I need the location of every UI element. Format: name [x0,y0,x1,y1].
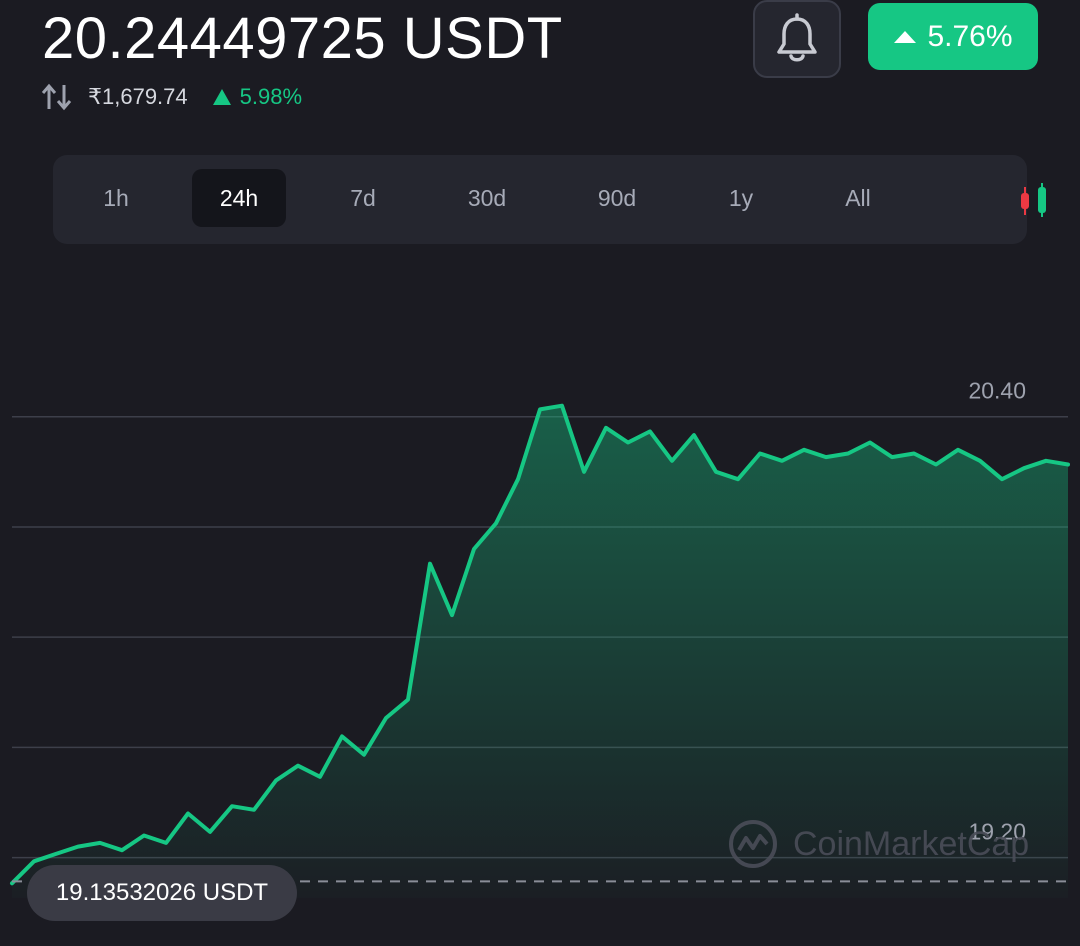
y-tick-label: 19.20 [968,819,1026,845]
triangle-up-icon [894,30,917,43]
fiat-change: 5.98% [212,84,302,110]
tab-90d[interactable]: 90d [597,184,637,211]
swap-vertical-icon[interactable] [40,82,74,112]
watermark: CoinMarketCap [727,818,1029,870]
timeframe-tabs: 1h 24h 7d 30d 90d 1y All [53,155,1046,244]
candlestick-icon [1021,183,1046,217]
price-line [10,403,1070,886]
change-badge-value: 5.76% [927,19,1013,53]
fiat-change-value: 5.98% [239,84,303,109]
price-chart[interactable]: 20.40 19.20 [0,250,1080,946]
tab-24h[interactable]: 24h [192,169,286,227]
tab-1h[interactable]: 1h [103,184,129,211]
price-area [12,405,1068,898]
candlestick-toggle[interactable] [1013,181,1053,219]
price-alert-button[interactable] [753,0,841,78]
tab-30d[interactable]: 30d [467,184,507,211]
tab-all[interactable]: All [845,184,871,211]
change-badge: 5.76% [868,3,1038,70]
y-tick-label: 20.40 [968,378,1026,404]
fiat-price: ₹1,679.74 [88,84,188,109]
current-price: 20.24449725 USDT [42,6,563,71]
watermark-text: CoinMarketCap [793,824,1030,863]
fiat-row: ₹1,679.74 5.98% [40,80,302,114]
tab-7d[interactable]: 7d [350,184,376,211]
bell-icon [777,13,817,62]
reference-price-label: 19.13532026 USDT [27,865,297,921]
coinmarketcap-logo-icon [729,820,777,868]
tab-1y[interactable]: 1y [728,184,754,211]
triangle-up-icon [212,89,231,105]
